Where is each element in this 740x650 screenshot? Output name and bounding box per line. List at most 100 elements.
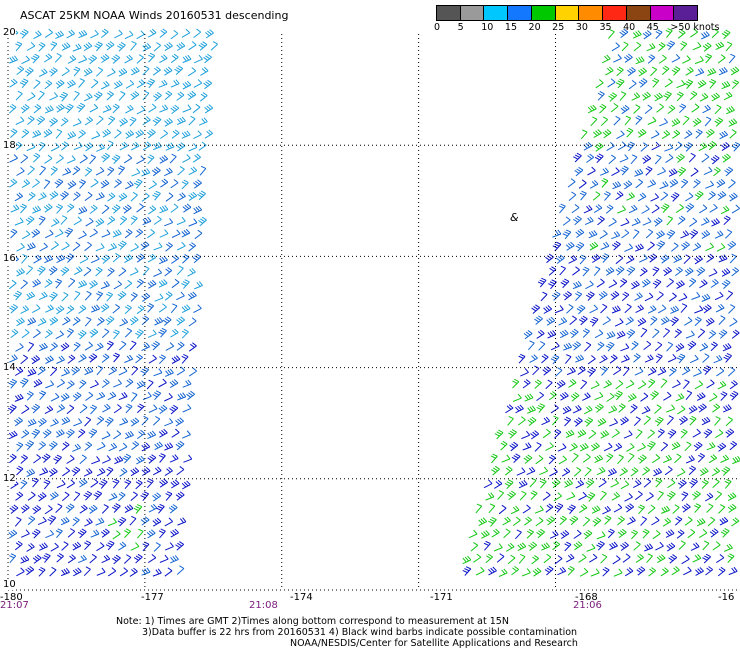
wind-barb — [9, 504, 19, 514]
wind-barb — [66, 29, 75, 39]
wind-barb — [723, 215, 731, 226]
wind-barb — [72, 391, 82, 402]
wind-barb — [135, 253, 145, 263]
wind-barb — [585, 280, 594, 290]
wind-barb — [90, 529, 100, 538]
wind-barb — [624, 303, 632, 314]
wind-barb — [194, 281, 203, 290]
wind-barb — [152, 415, 161, 426]
wind-barb — [21, 128, 30, 139]
wind-barb — [32, 278, 42, 288]
legend-label: 30 — [575, 22, 588, 33]
wind-barb — [137, 429, 145, 440]
wind-barb — [589, 316, 599, 327]
wind-barb — [112, 304, 121, 314]
wind-barb — [565, 429, 575, 439]
wind-barb — [66, 305, 75, 315]
wind-barb — [729, 317, 738, 327]
wind-barb — [672, 129, 681, 139]
wind-barb — [504, 466, 513, 476]
wind-barb — [44, 105, 54, 114]
wind-barb — [164, 517, 174, 527]
wind-barb — [141, 442, 151, 452]
wind-barb — [716, 178, 726, 188]
wind-barb — [536, 391, 545, 402]
wind-barb — [494, 429, 504, 440]
wind-barb — [78, 129, 86, 139]
wind-barb — [720, 528, 730, 538]
wind-barb — [691, 103, 700, 113]
wind-barb — [529, 354, 538, 364]
pass-time-east: 21:06 — [573, 600, 602, 611]
wind-barb — [44, 28, 54, 38]
wind-barb — [136, 105, 146, 115]
wind-barb — [175, 440, 185, 451]
wind-barb — [690, 542, 700, 551]
wind-barb — [90, 478, 99, 488]
wind-barb — [710, 341, 718, 352]
wind-barb — [485, 553, 493, 564]
wind-barb — [59, 91, 69, 102]
wind-barb — [557, 443, 567, 452]
wind-barb — [655, 29, 663, 39]
wind-barb — [25, 215, 35, 226]
wind-barb — [170, 479, 180, 489]
wind-barb — [67, 354, 76, 364]
wind-barb — [699, 279, 708, 289]
wind-barb — [64, 227, 74, 238]
wind-barb — [699, 92, 709, 102]
wind-barb — [677, 479, 687, 489]
wind-barb — [616, 330, 626, 339]
wind-barb — [108, 442, 118, 452]
wind-barb — [43, 203, 53, 213]
wind-barb — [170, 528, 179, 538]
wind-barb — [729, 129, 737, 139]
wind-barb — [183, 454, 193, 463]
legend-label: 25 — [552, 22, 565, 33]
wind-barb — [142, 141, 152, 151]
wind-barb — [33, 104, 42, 114]
wind-barb — [118, 442, 128, 452]
wind-barb — [538, 341, 546, 351]
wind-barb — [182, 54, 192, 64]
wind-barb — [14, 367, 24, 376]
wind-barb — [48, 265, 58, 276]
wind-barb — [100, 303, 110, 313]
wind-barb — [473, 553, 482, 563]
wind-barb — [14, 217, 24, 226]
wind-barb — [25, 440, 35, 450]
wind-barb — [666, 278, 674, 288]
wind-barb — [32, 505, 42, 515]
wind-barb — [112, 252, 121, 263]
wind-barb — [559, 329, 569, 339]
wind-barb — [643, 478, 652, 488]
wind-barb — [101, 328, 110, 338]
wind-barb — [548, 266, 557, 276]
wind-barb — [617, 205, 627, 214]
wind-barb — [681, 366, 691, 376]
wind-barb — [633, 541, 641, 551]
wind-barb — [727, 503, 737, 513]
wind-barb — [711, 92, 720, 102]
wind-barb — [153, 542, 161, 552]
wind-barb — [672, 504, 680, 514]
lat-label-12: 12 — [3, 473, 16, 484]
wind-barb — [642, 466, 651, 476]
wind-barb — [112, 478, 120, 489]
wind-barb — [558, 203, 566, 214]
wind-barb — [147, 329, 157, 338]
wind-barb — [647, 429, 655, 439]
wind-barb — [535, 517, 544, 527]
wind-barb — [703, 428, 713, 439]
wind-barb — [147, 228, 156, 239]
wind-barb — [26, 242, 36, 251]
wind-barb — [146, 478, 154, 489]
wind-barb — [176, 316, 185, 326]
wind-barb — [164, 291, 173, 301]
wind-barb — [181, 28, 191, 38]
wind-barb — [515, 404, 524, 414]
wind-barb — [73, 90, 80, 101]
wind-barb — [88, 428, 98, 439]
wind-barb — [176, 265, 184, 276]
wind-barb — [584, 417, 594, 427]
